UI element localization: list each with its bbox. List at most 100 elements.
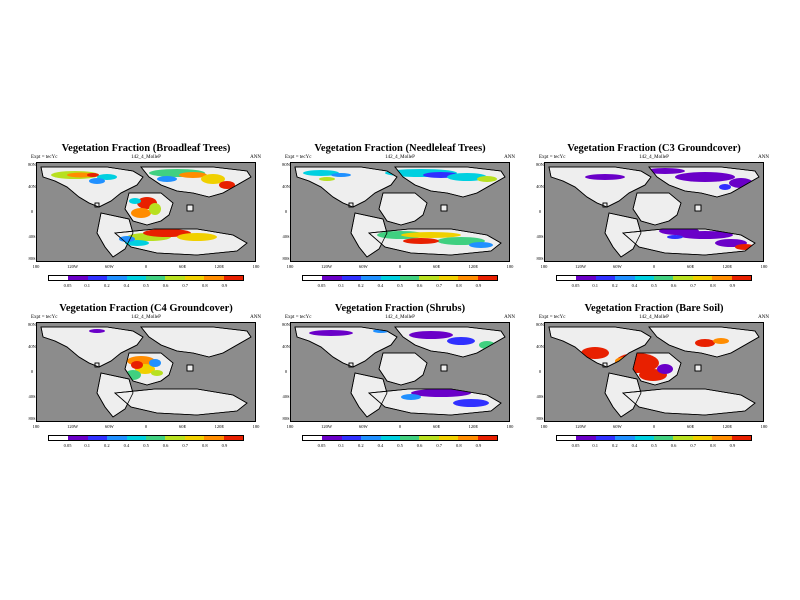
coastline [648,166,760,198]
vegetation-patch [87,173,99,177]
colorbar-label: 0.9 [475,283,482,288]
vegetation-patch [201,174,225,184]
longitude-label: 120E [468,424,479,429]
map-area [290,162,510,262]
longitude-label: 0 [144,424,148,429]
vegetation-patch [719,184,731,190]
colorbar-label: 0.2 [611,443,618,448]
longitude-label: 0 [652,264,656,269]
map-area [36,162,256,262]
coastline [186,364,194,372]
colorbar-label: 0.6 [416,443,423,448]
colorbar-swatch [341,436,362,440]
run-label: 142_4_MolleP [385,155,415,160]
vegetation-patch [319,177,335,181]
colorbar-label: 0.05 [317,283,326,288]
longitude-label: 60W [104,264,114,269]
longitude-label: 180 [760,424,768,429]
map-svg [294,326,506,418]
vegetation-layer [51,169,235,246]
latitude-label: 80N [28,162,36,167]
colorbar-swatch [87,276,108,280]
longitude-label: 180 [506,264,514,269]
vegetation-layer [303,169,497,248]
coastline [368,228,502,256]
latitude-label: 40S [536,234,544,239]
colorbar-swatch [673,436,693,440]
latitude-label: 80N [282,322,290,327]
vegetation-patch [695,339,715,347]
vegetation-patch [403,238,439,244]
colorbar-label: 0.6 [670,283,677,288]
vegetation-patch [729,178,753,188]
map-area [290,322,510,422]
colorbar-label: 0.2 [611,283,618,288]
map-panel: Vegetation Fraction (Needleleaf Trees) Ex… [282,143,518,303]
colorbar-label: 0.2 [103,283,110,288]
landmass-ant [114,388,248,416]
season-label: ANN [504,315,515,320]
longitude-label: 120W [575,264,587,269]
colorbar [48,435,244,441]
map-panel: Vegetation Fraction (Shrubs) Expt = tecYc… [282,303,518,463]
colorbar-swatch [615,436,635,440]
latitude-label: 40S [536,394,544,399]
colorbar-swatch [204,276,224,280]
latitude-label: 40N [536,184,544,189]
latitude-label: 80S [282,256,290,261]
vegetation-patch [469,242,493,248]
coastline [294,166,398,208]
season-label: ANN [250,155,261,160]
experiment-label: Expt = tecYc [31,155,58,160]
coastline [604,372,642,418]
colorbar-label: 0.05 [571,283,580,288]
vegetation-patch [677,231,733,239]
colorbar-label: 0.6 [670,443,677,448]
colorbar-swatch [673,276,693,280]
colorbar-swatch [712,276,732,280]
colorbar-label: 0.9 [729,283,736,288]
colorbar-swatch [477,436,498,440]
colorbar-swatch [400,436,420,440]
panel-title: Vegetation Fraction (Shrubs) [334,303,466,314]
colorbar-swatch [126,276,147,280]
colorbar-label: 0.8 [201,443,208,448]
longitude-label: 60W [104,424,114,429]
season-label: ANN [758,155,769,160]
coastline [694,204,702,212]
vegetation-patch [581,347,609,359]
colorbar-swatch [380,276,401,280]
latitude-label: 0 [30,209,34,214]
coastline [632,352,682,386]
panel-title: Vegetation Fraction (Needleleaf Trees) [314,143,486,154]
vegetation-patch [149,359,161,367]
longitude-label: 60W [612,264,622,269]
latitude-label: 0 [30,369,34,374]
colorbar-swatch [223,436,244,440]
experiment-label: Expt = tecYc [285,155,312,160]
vegetation-patch [667,235,683,239]
run-label: 142_4_MolleP [385,315,415,320]
vegetation-patch [179,172,207,178]
map-panel: Vegetation Fraction (Bare Soil) Expt = te… [536,303,772,463]
vegetation-patch [401,394,421,400]
longitude-label: 180 [286,424,294,429]
colorbar-label: 0.7 [436,443,442,448]
longitude-label: 60W [612,424,622,429]
longitude-label: 120E [214,264,225,269]
colorbar-label: 0.1 [592,283,598,288]
map-area [36,322,256,422]
colorbar-swatch [419,436,439,440]
coastline [602,362,608,368]
colorbar-swatch [438,436,459,440]
colorbar-swatch [204,436,224,440]
colorbar-swatch [692,436,713,440]
vegetation-patch [713,338,729,344]
colorbar-label: 0.6 [162,283,169,288]
colorbar-label: 0.7 [690,283,696,288]
panel-title: Vegetation Fraction (C4 Groundcover) [59,303,233,314]
colorbar-label: 0.7 [690,443,696,448]
colorbar-label: 0.9 [221,283,228,288]
colorbar-label: 0.4 [123,443,130,448]
latitude-label: 40S [28,394,36,399]
